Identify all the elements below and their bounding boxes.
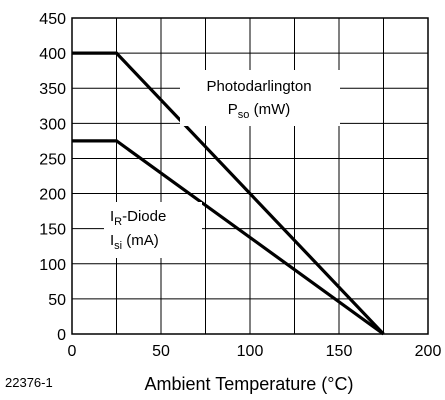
annotation-ir-diode-line1: IR-Diode [110,208,166,228]
figure-id: 22376-1 [5,375,53,390]
y-tick-label-300: 300 [39,116,66,133]
x-tick-label-100: 100 [237,343,264,360]
annotation-irest1: -Diode [122,208,166,225]
series-line-1 [72,139,385,336]
annotation-punit: (mW) [249,101,290,118]
y-tick-label-0: 0 [57,327,66,344]
annotation-photodarlington-line1: Photodarlington [206,78,311,95]
y-tick-label-150: 150 [39,222,66,239]
x-axis-label: Ambient Temperature (°C) [145,374,354,394]
annotation-isub1: R [114,216,122,228]
annotation-ir-diode: IR-Diode Isi (mA) [104,202,202,258]
plot-frame [71,17,429,335]
series-lines [72,51,385,336]
x-tick-label-200: 200 [415,343,442,360]
x-tick-label-150: 150 [326,343,353,360]
annotation-iunit2: (mA) [122,232,159,249]
annotation-photodarlington-line2: Pso (mW) [228,101,290,121]
annotation-photodarlington: Photodarlington Pso (mW) [180,70,340,126]
y-tick-label-200: 200 [39,187,66,204]
grid [71,17,429,335]
annotation-isym1: I [110,208,114,225]
annotation-isym2: I [110,232,114,249]
y-tick-label-350: 350 [39,81,66,98]
series-line-0 [72,51,385,336]
annotation-ir-diode-line2: Isi (mA) [110,232,159,252]
y-tick-label-250: 250 [39,151,66,168]
x-tick-labels: 0 50 100 150 200 [68,343,442,360]
annotation-isub2: si [114,240,122,252]
y-tick-label-50: 50 [48,292,66,309]
y-tick-label-100: 100 [39,257,66,274]
annotation-psym: P [228,101,238,118]
y-tick-label-450: 450 [39,11,66,28]
x-tick-label-0: 0 [68,343,77,360]
y-tick-labels: 0 50 100 150 200 250 300 350 400 450 [39,11,66,344]
annotation-psub: so [238,109,250,121]
x-tick-label-50: 50 [152,343,170,360]
y-tick-label-400: 400 [39,46,66,63]
